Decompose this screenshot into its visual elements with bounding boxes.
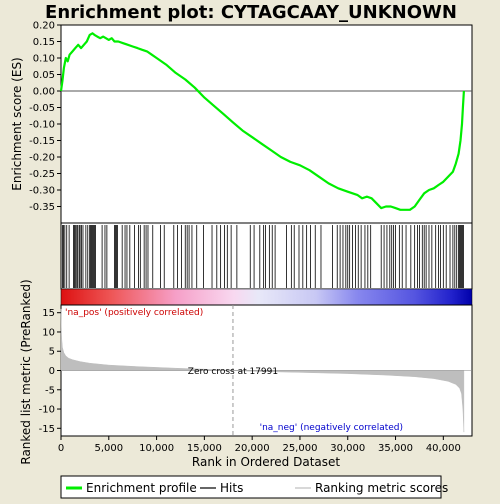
- es-y-tick-label: -0.20: [29, 153, 55, 164]
- zero-cross-label: Zero cross at 17991: [188, 367, 278, 377]
- es-y-ticks: 0.20 0.15 0.10 0.05 0.00 -0.05 -0.10 -0.15 -0.20…: [29, 21, 61, 213]
- metric-y-tick-label: 0: [49, 366, 55, 377]
- legend-label: Enrichment profile: [86, 481, 197, 495]
- es-panel-frame: [60, 24, 473, 224]
- es-y-tick-label: 0.20: [33, 21, 55, 32]
- legend-label: Hits: [220, 481, 243, 495]
- rank-color-bar: [60, 288, 473, 306]
- enrichment-profile-line: [59, 32, 465, 211]
- x-tick-label: 0: [58, 443, 64, 454]
- na-pos-label: 'na_pos' (positively correlated): [65, 308, 203, 318]
- es-y-tick-label: -0.35: [29, 202, 55, 213]
- metric-y-tick-label: -5: [45, 385, 55, 396]
- es-y-tick-label: -0.05: [29, 103, 55, 114]
- metric-y-tick-label: 5: [49, 347, 55, 358]
- x-tick-label: 10,000: [139, 443, 174, 454]
- enrichment-profile-layer: [59, 32, 465, 211]
- x-tick-label: 40,000: [426, 443, 461, 454]
- x-tick-label: 30,000: [330, 443, 365, 454]
- hits-panel-frame: [60, 222, 473, 290]
- x-tick-label: 15,000: [187, 443, 222, 454]
- es-y-tick-label: -0.30: [29, 186, 55, 197]
- es-y-tick-label: 0.10: [33, 54, 55, 65]
- es-y-tick-label: 0.15: [33, 37, 55, 48]
- x-tick-label: 20,000: [235, 443, 270, 454]
- chart-title: Enrichment plot: CYTAGCAAY_UNKNOWN: [45, 2, 457, 23]
- es-y-tick-label: -0.10: [29, 120, 55, 131]
- x-tick-label: 25,000: [282, 443, 317, 454]
- x-tick-label: 35,000: [378, 443, 413, 454]
- legend-box: [60, 475, 442, 499]
- rank-bar-fill: [60, 288, 473, 306]
- hits-layer: [62, 225, 464, 288]
- metric-y-ticks: 15 10 5 0 -5 -10 -15: [39, 308, 61, 435]
- x-ticks: 0 5,000 10,000 15,000 20,000 25,000 30,000 35,0…: [58, 436, 461, 454]
- es-y-tick-label: 0.00: [33, 87, 55, 98]
- metric-y-tick-label: 10: [42, 327, 55, 338]
- legend: Enrichment profile Hits Ranking metric sco…: [66, 481, 448, 495]
- es-y-tick-label: 0.05: [33, 70, 55, 81]
- legend-label: Ranking metric scores: [315, 481, 448, 495]
- x-axis-label: Rank in Ordered Dataset: [192, 455, 340, 469]
- es-y-tick-label: -0.15: [29, 136, 55, 147]
- na-neg-label: 'na_neg' (negatively correlated): [260, 423, 403, 433]
- x-tick-label: 5,000: [94, 443, 123, 454]
- metric-y-tick-label: -15: [39, 424, 55, 435]
- ranking-metric-layer: [60, 308, 472, 433]
- es-y-tick-label: -0.25: [29, 169, 55, 180]
- metric-y-tick-label: -10: [39, 405, 55, 416]
- es-y-axis-label: Enrichment score (ES): [10, 57, 24, 190]
- metric-y-axis-label: Ranked list metric (PreRanked): [19, 279, 33, 464]
- metric-y-tick-label: 15: [42, 308, 55, 319]
